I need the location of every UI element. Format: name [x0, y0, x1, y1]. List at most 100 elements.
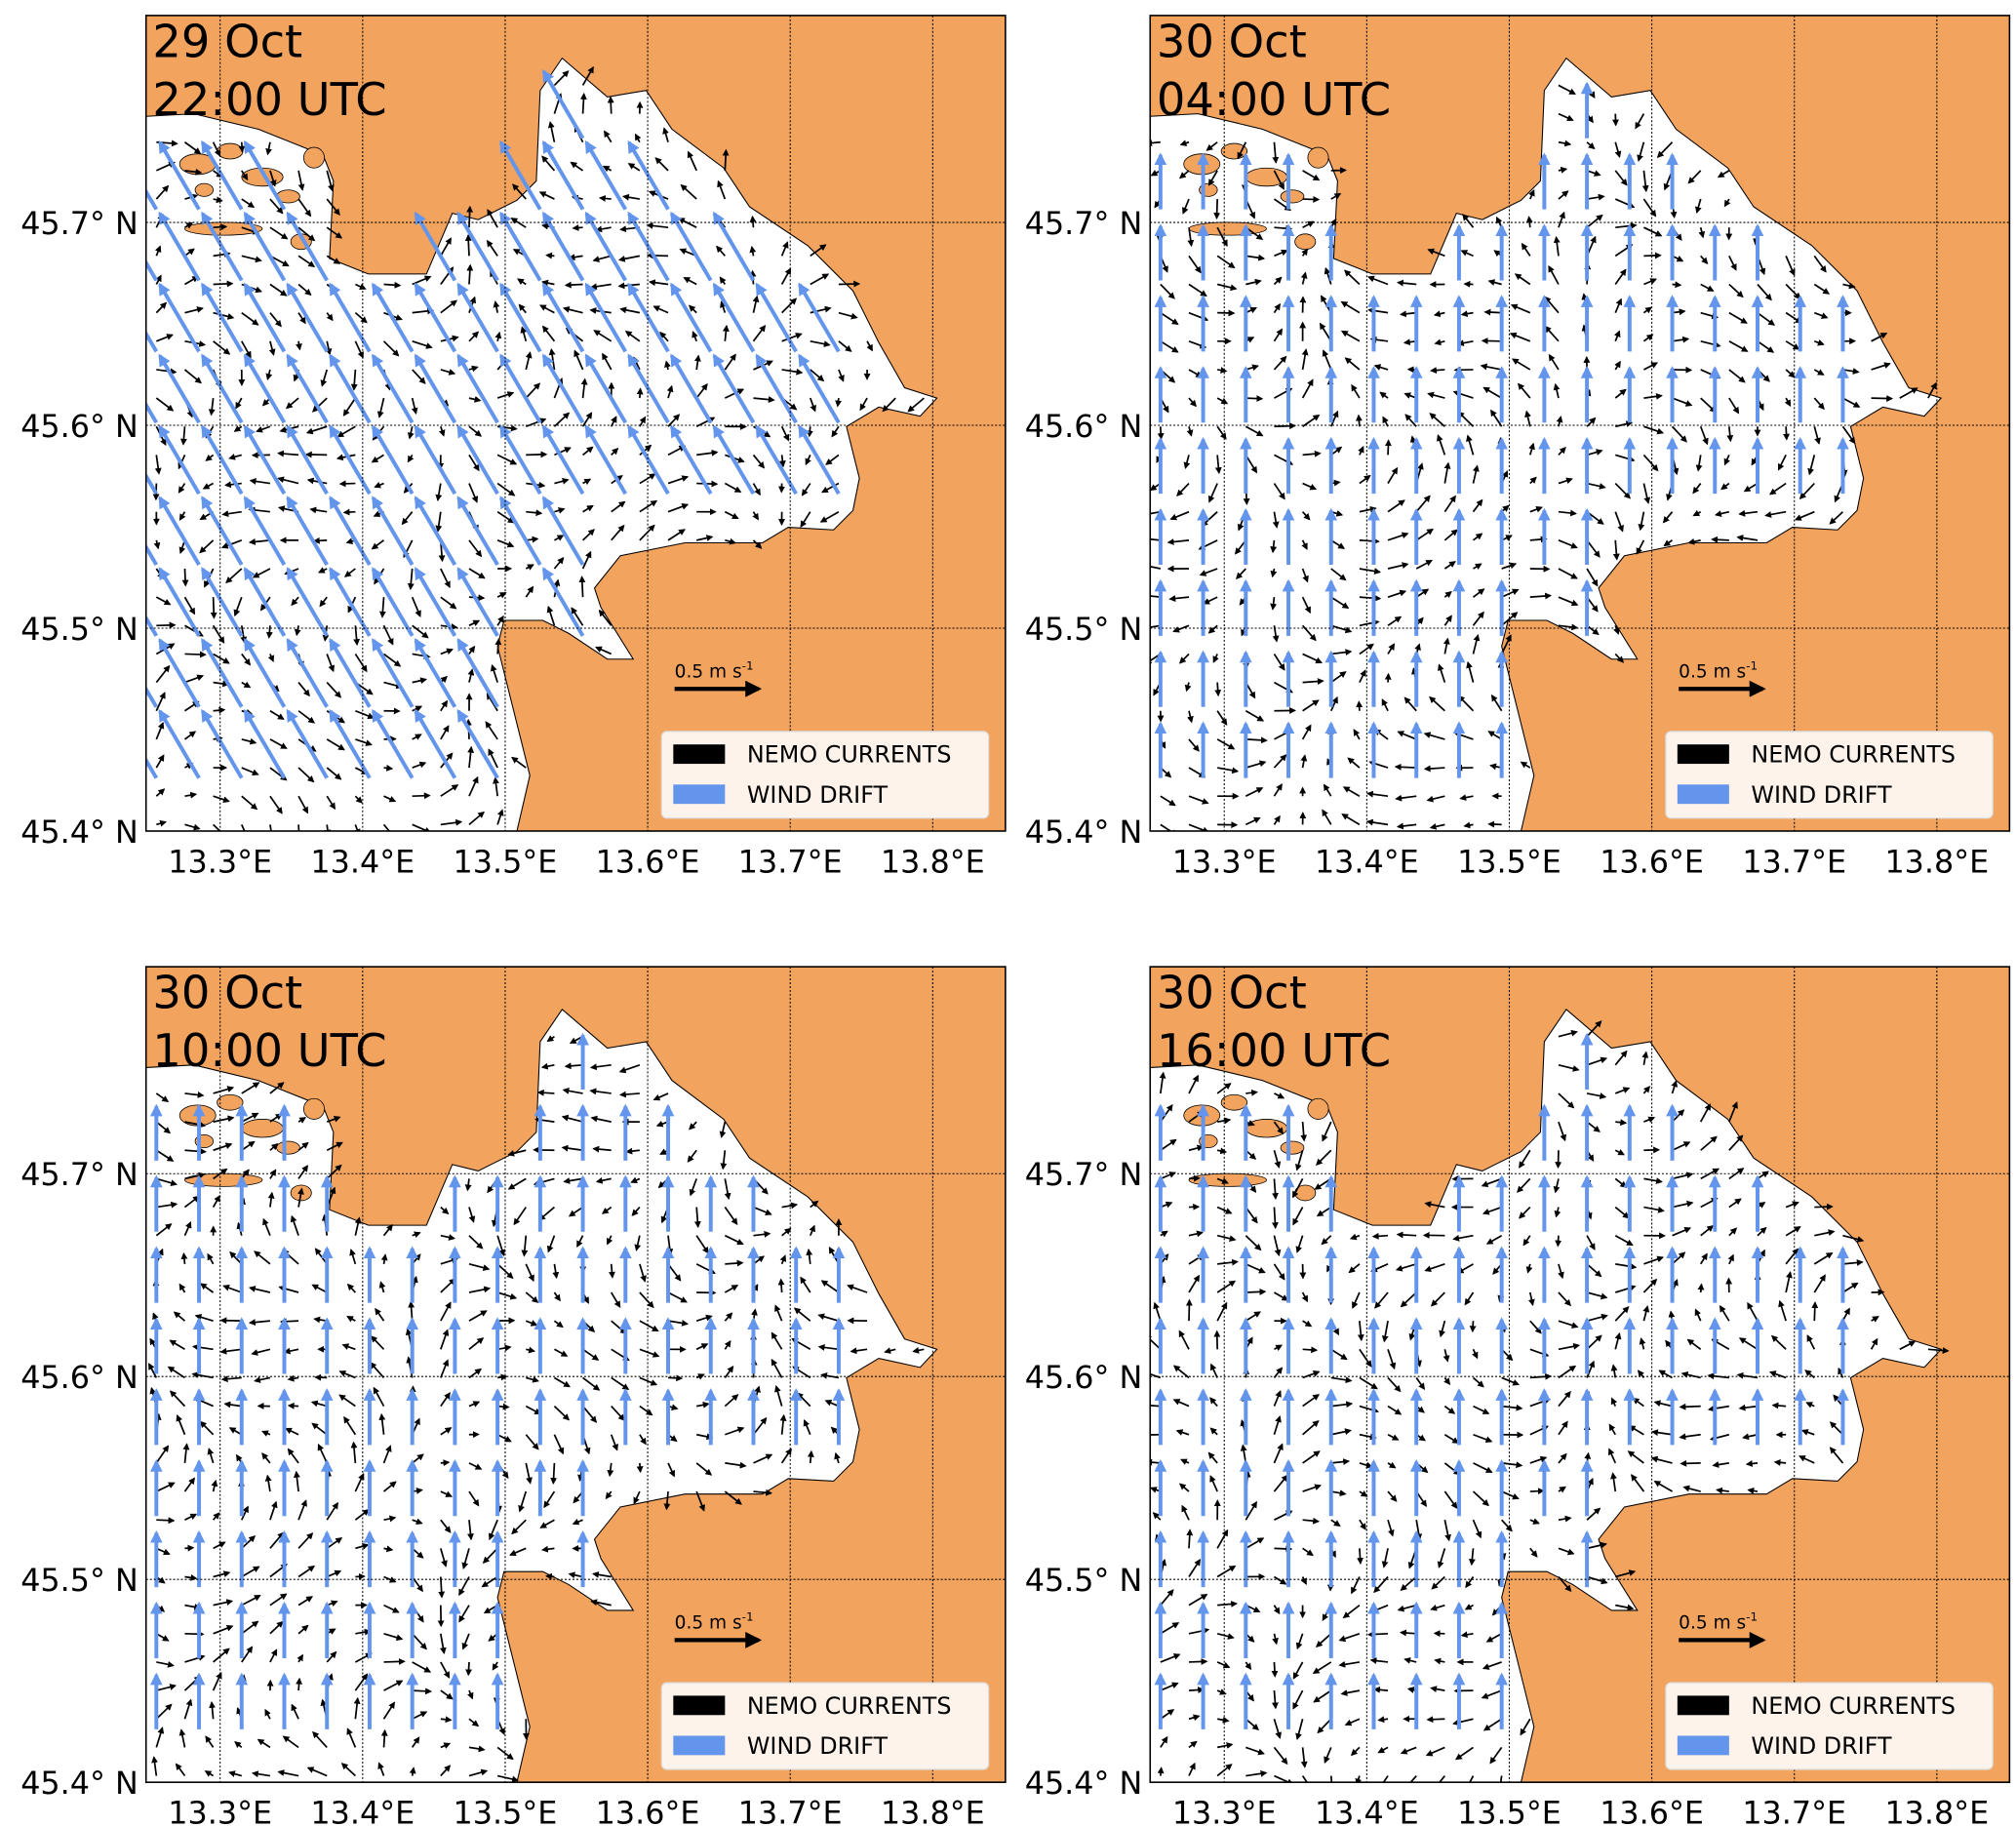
wind-arrow — [329, 496, 372, 567]
panel-title: 10:00 UTC — [152, 1024, 386, 1077]
wind-arrow — [498, 496, 542, 567]
panel-title: 04:00 UTC — [1157, 73, 1391, 126]
current-arrow — [467, 745, 475, 769]
map-panel: 29 Oct 22:00 UTC 13.3°E 13.4°E 13.5°E 13.6°E 1… — [20, 15, 1007, 880]
current-arrow — [468, 811, 485, 826]
current-arrow — [383, 281, 402, 289]
current-arrow — [554, 535, 565, 541]
legend-label: WIND DRIFT — [1751, 781, 1892, 809]
legend-swatch — [1677, 1695, 1729, 1716]
current-arrow — [468, 775, 479, 797]
current-arrow — [1871, 395, 1894, 402]
current-arrow — [440, 784, 459, 797]
current-arrow — [486, 693, 498, 712]
current-arrow — [269, 226, 289, 240]
wind-arrow — [371, 567, 415, 637]
legend-swatch — [673, 1695, 726, 1716]
wind-arrow — [712, 353, 756, 424]
legend-box — [660, 731, 990, 819]
map-panel: 30 Oct 04:00 UTC 13.3°E 13.4°E 13.5°E 13.6°E 1… — [1025, 15, 2011, 880]
current-arrow — [183, 141, 202, 154]
current-arrow — [311, 397, 328, 413]
current-arrow — [1187, 227, 1195, 248]
wind-arrow — [200, 139, 244, 211]
y-tick-label: 45.7° N — [1025, 1157, 1143, 1193]
wind-arrow — [329, 282, 372, 353]
current-arrow — [184, 221, 193, 229]
current-arrow — [1217, 367, 1228, 374]
current-arrow — [440, 818, 463, 826]
current-arrow — [882, 397, 896, 413]
current-arrow — [554, 507, 566, 514]
current-arrow — [256, 425, 271, 433]
panel-title: 22:00 UTC — [152, 73, 386, 126]
wind-arrow — [145, 330, 159, 353]
wind-arrow — [541, 496, 585, 567]
current-arrow — [233, 596, 243, 617]
wind-arrow — [669, 353, 713, 424]
wind-arrow — [329, 708, 372, 779]
y-tick-label: 45.6° N — [1025, 409, 1143, 445]
current-arrow — [496, 809, 504, 825]
wind-arrow — [414, 567, 457, 637]
current-arrow — [1373, 1686, 1389, 1693]
current-arrow — [412, 823, 432, 831]
scale-label: 0.5 m s-1 — [675, 658, 754, 682]
current-arrow — [819, 510, 840, 523]
current-arrow — [252, 568, 271, 578]
wind-arrow — [456, 282, 499, 353]
island — [1294, 233, 1317, 251]
wind-arrow — [286, 353, 329, 424]
current-arrow — [249, 478, 271, 485]
current-arrow — [486, 239, 498, 257]
current-arrow — [326, 255, 341, 264]
wind-arrow — [456, 424, 499, 496]
legend-label: NEMO CURRENTS — [1751, 741, 1956, 769]
wind-arrow — [541, 211, 585, 282]
current-arrow — [639, 499, 658, 513]
wind-arrow — [755, 353, 798, 424]
x-tick-label: 13.3°E — [168, 1796, 272, 1826]
current-arrow — [639, 524, 655, 541]
current-arrow — [749, 215, 757, 228]
current-arrow — [667, 414, 681, 427]
current-arrow — [269, 710, 285, 720]
wind-arrow — [243, 282, 287, 353]
current-arrow — [296, 1677, 303, 1691]
current-arrow — [202, 482, 215, 490]
current-arrow — [545, 1572, 555, 1580]
legend-label: WIND DRIFT — [747, 1732, 889, 1760]
current-arrow — [154, 455, 162, 475]
current-arrow — [1356, 700, 1364, 711]
current-arrow — [241, 653, 252, 666]
current-arrow — [1357, 1548, 1364, 1565]
current-arrow — [1150, 537, 1161, 541]
current-arrow — [378, 597, 386, 618]
legend-label: NEMO CURRENTS — [747, 1692, 952, 1720]
current-arrow — [155, 692, 166, 712]
current-arrow — [184, 651, 207, 658]
wind-arrow — [158, 708, 201, 779]
wind-arrow — [371, 637, 415, 708]
current-arrow — [277, 476, 299, 485]
current-arrow — [1216, 283, 1238, 292]
current-arrow — [326, 738, 345, 751]
current-arrow — [752, 454, 766, 469]
current-arrow — [440, 725, 450, 740]
current-arrow — [296, 340, 302, 351]
current-arrow — [518, 303, 527, 314]
wind-arrow — [145, 401, 159, 424]
wind-arrow — [200, 708, 244, 779]
current-arrow — [1176, 482, 1190, 496]
current-arrow — [213, 280, 234, 288]
current-arrow — [297, 283, 312, 296]
current-arrow — [678, 218, 697, 228]
current-arrow — [781, 368, 804, 376]
current-arrow — [1525, 216, 1533, 228]
current-arrow — [305, 425, 328, 435]
wind-arrow — [627, 353, 670, 424]
wind-arrow — [627, 139, 670, 211]
island — [194, 182, 215, 197]
current-arrow — [213, 653, 230, 664]
wind-arrow — [158, 424, 201, 496]
